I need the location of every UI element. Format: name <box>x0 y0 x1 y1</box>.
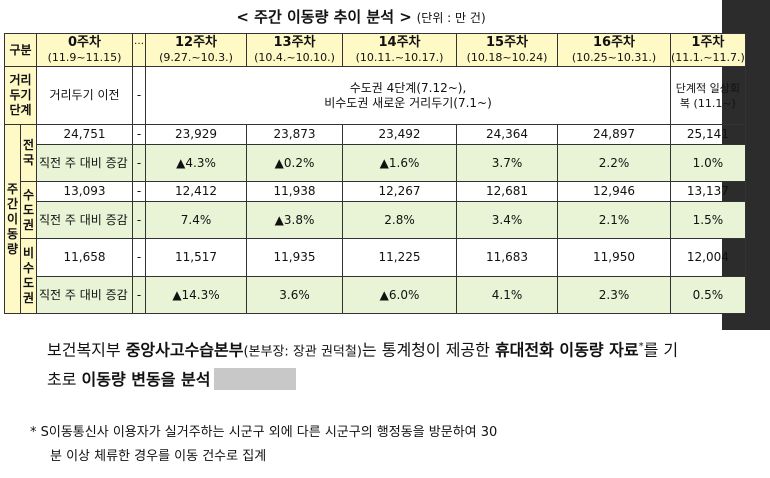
para-bold-headquarters: 중앙사고수습본부 <box>125 340 244 360</box>
group-label-non-capital: 비수도권 <box>20 238 37 314</box>
change-cell: 2.1% <box>557 201 671 239</box>
body-paragraph: 보건복지부 중앙사고수습본부(본부장: 장관 권덕철)는 통계청이 제공한 휴대… <box>47 333 687 394</box>
change-cell: 1.0% <box>670 144 746 182</box>
header-label: 구분 <box>4 33 37 67</box>
change-cell: 0.5% <box>670 276 746 314</box>
value-cell: 12,681 <box>456 181 558 202</box>
title-unit: (단위 : 만 건) <box>416 11 486 25</box>
value-cell: 12,267 <box>342 181 457 202</box>
table-row: 직전 주 대비 증감 - 7.4% ▲3.8% 2.8% 3.4% 2.1% 1… <box>5 201 746 239</box>
group-label-capital: 수도권 <box>20 181 37 239</box>
value-cell: 11,658 <box>36 238 133 277</box>
value-cell: 12,004 <box>670 238 746 277</box>
change-label: 직전 주 대비 증감 <box>36 276 133 314</box>
table-row: 비수도권 11,658 - 11,517 11,935 11,225 11,68… <box>5 238 746 314</box>
change-cell: 1.5% <box>670 201 746 239</box>
footnote-line: 분 이상 체류한 경우를 이동 건수로 집계 <box>50 449 267 464</box>
change-cell: 3.4% <box>456 201 558 239</box>
distancing-week-0: 거리두기 이전 <box>36 66 133 125</box>
footnote: * S이동통신사 이용자가 실거주하는 시군구 외에 다른 시군구의 행정동을 … <box>30 421 730 469</box>
para-text: (본부장: 장관 권덕철) <box>243 344 362 360</box>
change-cell: 2.3% <box>557 276 671 314</box>
change-cell: ▲4.3% <box>145 144 247 182</box>
change-cell: 4.1% <box>456 276 558 314</box>
header-week-13: 13주차 (10.4.~10.10.) <box>246 33 343 67</box>
para-text: 를 기초로 <box>47 340 679 390</box>
change-cell: 2.8% <box>342 201 457 239</box>
value-cell: 11,938 <box>246 181 343 202</box>
change-cell: 3.7% <box>456 144 558 182</box>
change-cell: ▲1.6% <box>342 144 457 182</box>
change-cell: - <box>132 144 146 182</box>
redaction-box <box>214 368 297 391</box>
footnote-marker: * <box>638 341 644 352</box>
value-cell: 24,897 <box>557 124 671 145</box>
header-week-12: 12주차 (9.27.~10.3.) <box>145 33 247 67</box>
value-cell: - <box>132 238 146 277</box>
distancing-label: 거리두기단계 <box>4 66 37 125</box>
section-label: 주간이동량 <box>4 124 21 314</box>
value-cell: 12,946 <box>557 181 671 202</box>
value-cell: 23,492 <box>342 124 457 145</box>
table-row: 직전 주 대비 증감 - ▲4.3% ▲0.2% ▲1.6% 3.7% 2.2%… <box>5 144 746 182</box>
para-bold-analysis: 이동량 변동을 분석 <box>81 370 211 390</box>
para-text: 는 통계청이 제공한 <box>361 340 495 360</box>
change-cell: 2.2% <box>557 144 671 182</box>
value-cell: 11,225 <box>342 238 457 277</box>
change-cell: ▲3.8% <box>246 201 343 239</box>
change-cell: ▲0.2% <box>246 144 343 182</box>
distancing-middle: 수도권 4단계(7.12~), 비수도권 새로운 거리두기(7.1~) <box>145 66 671 125</box>
change-cell: 7.4% <box>145 201 247 239</box>
change-cell: - <box>132 201 146 239</box>
footnote-line: * S이동통신사 이용자가 실거주하는 시군구 외에 다른 시군구의 행정동을 … <box>30 425 498 440</box>
para-bold-data: 휴대전화 이동량 자료 <box>494 340 639 360</box>
distancing-row: 거리두기단계 거리두기 이전 - 수도권 4단계(7.12~), 비수도권 새로운… <box>4 66 746 125</box>
value-cell: 24,364 <box>456 124 558 145</box>
header-week-14: 14주차 (10.11.~10.17.) <box>342 33 457 67</box>
para-text: 보건복지부 <box>47 340 126 360</box>
value-cell: 11,950 <box>557 238 671 277</box>
value-cell: 23,873 <box>246 124 343 145</box>
table-row: 직전 주 대비 증감 - ▲14.3% 3.6% ▲6.0% 4.1% 2.3%… <box>5 276 746 314</box>
distancing-last: 단계적 일상회복 (11.1~) <box>670 66 746 125</box>
change-label: 직전 주 대비 증감 <box>36 201 133 239</box>
value-cell: 25,141 <box>670 124 746 145</box>
value-cell: 13,137 <box>670 181 746 202</box>
header-week-1: 1주차 (11.1.~11.7.) <box>670 33 746 67</box>
header-week-15: 15주차 (10.18~10.24) <box>456 33 558 67</box>
header-dots: … <box>132 33 146 67</box>
value-cell: 23,929 <box>145 124 247 145</box>
value-cell: - <box>132 181 146 202</box>
value-cell: 12,412 <box>145 181 247 202</box>
value-cell: 11,517 <box>145 238 247 277</box>
table-row: 수도권 13,093 - 12,412 11,938 12,267 12,681… <box>5 181 746 239</box>
value-cell: 24,751 <box>36 124 133 145</box>
change-cell: ▲6.0% <box>342 276 457 314</box>
header-week-0: 0주차 (11.9~11.15) <box>36 33 133 67</box>
mobility-table: 구분 0주차 (11.9~11.15) … 12주차 (9.27.~10.3.) 1… <box>4 33 746 314</box>
table-title: < 주간 이동량 추이 분석 > (단위 : 만 건) <box>0 6 722 27</box>
value-cell: - <box>132 124 146 145</box>
group-label-national: 전국 <box>20 124 37 182</box>
distancing-dash: - <box>132 66 146 125</box>
title-main: < 주간 이동량 추이 분석 > <box>236 8 412 26</box>
header-row: 구분 0주차 (11.9~11.15) … 12주차 (9.27.~10.3.) 1… <box>4 33 746 67</box>
change-cell: 3.6% <box>246 276 343 314</box>
change-cell: - <box>132 276 146 314</box>
table-row: 주간이동량 전국 24,751 - 23,929 23,873 23,492 2… <box>4 124 746 314</box>
header-week-16: 16주차 (10.25~10.31.) <box>557 33 671 67</box>
change-label: 직전 주 대비 증감 <box>36 144 133 182</box>
value-cell: 11,935 <box>246 238 343 277</box>
change-cell: ▲14.3% <box>145 276 247 314</box>
value-cell: 11,683 <box>456 238 558 277</box>
value-cell: 13,093 <box>36 181 133 202</box>
